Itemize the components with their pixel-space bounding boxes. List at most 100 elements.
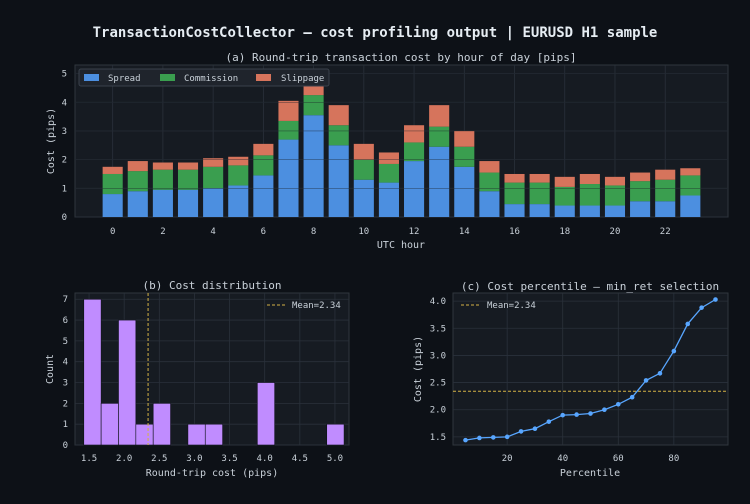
panel-a-bar-commission <box>278 120 299 140</box>
panel-b-ytick-label: 3 <box>63 379 68 389</box>
panel-a-bar-spread <box>655 201 676 217</box>
panel-a-bar-spread <box>630 201 651 217</box>
panel-c-percentile-point <box>574 412 579 417</box>
panel-a-bar-commission <box>203 166 224 189</box>
panel-c-legend: Mean=2.34 <box>461 301 536 311</box>
panel-a-bar-slippage <box>228 156 249 166</box>
figure-title: TransactionCostCollector — cost profilin… <box>93 25 658 41</box>
panel-a-bar-spread <box>504 204 525 217</box>
panel-a-bar-commission <box>579 184 600 206</box>
panel-c-ytick-label: 4.0 <box>430 297 446 307</box>
panel-b-ytick-label: 6 <box>63 316 68 326</box>
panel-c-grid <box>453 293 728 445</box>
legend-label-slippage: Slippage <box>281 74 324 84</box>
panel-a-xtick-label: 8 <box>311 227 316 237</box>
panel-a-bar-spread <box>303 115 324 217</box>
panel-c-percentile-point <box>629 394 635 400</box>
panel-a-bar-commission <box>630 181 651 202</box>
panel-c-cost-percentile-chart: (c) Cost percentile — min_ret selection … <box>413 280 729 479</box>
panel-c-percentile-point <box>504 434 510 440</box>
panel-a-bar-commission <box>454 146 475 167</box>
panel-a-bar-slippage <box>328 105 349 126</box>
panel-b-histogram-bar <box>326 423 345 446</box>
panel-a-bar-commission <box>655 179 676 202</box>
panel-a-bar-slippage <box>378 152 399 164</box>
panel-b-histogram-bar <box>135 423 154 446</box>
panel-b-histogram-bar <box>187 423 206 446</box>
panel-b-cost-distribution-chart: (b) Cost distribution Round-trip cost (p… <box>45 279 350 479</box>
panel-a-bar-slippage <box>429 105 450 127</box>
panel-a-bar-commission <box>680 175 701 196</box>
panel-b-ytick-label: 7 <box>63 295 68 305</box>
panel-a-ytick-label: 4 <box>62 98 67 108</box>
panel-a-bar-spread <box>152 189 173 217</box>
panel-c-ytick-label: 2.0 <box>430 406 446 416</box>
panel-a-bar-slippage <box>554 176 575 187</box>
panel-a-bar-slippage <box>479 161 500 173</box>
panel-a-bar-slippage <box>454 130 475 147</box>
panel-b-ticks: 0 1 2 3 4 5 6 7 1.5 2.0 2.5 3.0 3.5 4.0 4.5 5.0 <box>63 295 344 464</box>
panel-c-xtick-label: 40 <box>557 454 568 464</box>
panel-a-xtick-label: 6 <box>261 227 266 237</box>
legend-swatch-commission <box>160 74 175 81</box>
panel-a-ytick-label: 5 <box>62 70 67 80</box>
panel-a-ylabel: Cost (pips) <box>46 108 57 174</box>
panel-a-bar-slippage <box>504 173 525 183</box>
panel-b-xtick-label: 3.5 <box>221 454 237 464</box>
panel-b-ytick-label: 0 <box>63 441 68 451</box>
panel-a-bar-commission <box>604 185 626 206</box>
panel-a-bar-commission <box>328 125 349 146</box>
panel-a-bar-slippage <box>152 162 173 170</box>
panel-c-percentile-point <box>643 378 649 383</box>
panel-c-percentile-point <box>657 371 663 376</box>
panel-b-xtick-label: 2.0 <box>116 454 132 464</box>
legend-swatch-spread <box>84 74 99 81</box>
panel-a-bar-commission <box>504 182 525 205</box>
panel-a-bar-slippage <box>127 161 148 172</box>
panel-a-bar-commission <box>152 169 173 190</box>
panel-a-bar-slippage <box>604 176 626 186</box>
panel-a-bar-spread <box>479 191 500 217</box>
panel-a-hourly-cost-chart: (a) Round-trip transaction cost by hour … <box>46 51 729 251</box>
panel-a-xtick-label: 22 <box>660 227 671 237</box>
panel-a-bar-slippage <box>253 143 274 156</box>
panel-a-xtick-label: 14 <box>459 227 470 237</box>
panel-a-legend: Spread Commission Slippage <box>78 68 330 87</box>
panel-c-plot-area <box>452 292 729 446</box>
panel-a-bar-commission <box>102 173 123 195</box>
panel-a-ytick-label: 0 <box>62 213 67 223</box>
panel-c-percentile-point <box>713 297 718 302</box>
panel-c-ytick-label: 2.5 <box>430 379 446 389</box>
panel-a-xtick-label: 4 <box>210 227 215 237</box>
panel-a-title: (a) Round-trip transaction cost by hour … <box>226 51 577 64</box>
panel-a-bar-commission <box>353 159 374 180</box>
panel-c-xtick-label: 80 <box>668 454 679 464</box>
panel-a-bar-commission <box>529 182 550 205</box>
panel-c-ylabel: Cost (pips) <box>413 336 424 402</box>
panel-a-bar-slippage <box>680 168 701 176</box>
panel-a-xtick-label: 20 <box>610 227 621 237</box>
panel-a-bar-spread <box>429 146 450 217</box>
panel-a-legend-box <box>78 68 330 87</box>
panel-a-bar-spread <box>102 194 123 217</box>
panel-a-bar-spread <box>278 139 299 217</box>
panel-a-bar-commission <box>177 169 199 190</box>
panel-a-bar-spread <box>554 205 575 217</box>
panel-c-title: (c) Cost percentile — min_ret selection <box>461 280 719 293</box>
panel-b-histogram-bar <box>118 319 137 446</box>
panel-c-xtick-label: 60 <box>613 454 624 464</box>
panel-b-xtick-label: 4.5 <box>292 454 308 464</box>
panel-a-bar-commission <box>404 142 425 162</box>
panel-a-bar-commission <box>554 186 575 206</box>
panel-a-xtick-label: 0 <box>110 227 115 237</box>
panel-b-ytick-label: 4 <box>63 358 68 368</box>
panel-c-xtick-label: 20 <box>502 454 513 464</box>
panel-c-percentile-point <box>671 348 677 354</box>
panel-b-ytick-label: 5 <box>63 337 68 347</box>
panel-a-bar-slippage <box>404 125 425 143</box>
panel-b-ytick-label: 1 <box>63 420 68 430</box>
panel-a-bar-slippage <box>655 169 676 180</box>
panel-b-title: (b) Cost distribution <box>142 279 281 292</box>
